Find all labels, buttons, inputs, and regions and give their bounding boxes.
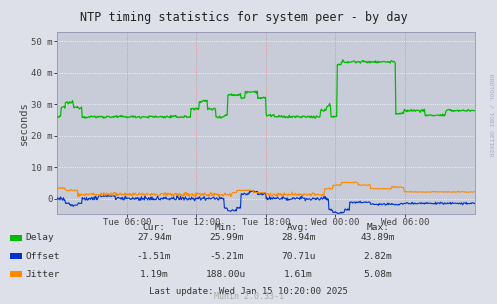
Text: NTP timing statistics for system peer - by day: NTP timing statistics for system peer - … bbox=[80, 11, 408, 24]
Text: Last update: Wed Jan 15 10:20:00 2025: Last update: Wed Jan 15 10:20:00 2025 bbox=[149, 287, 348, 296]
Text: Cur:: Cur: bbox=[143, 223, 166, 233]
Text: 25.99m: 25.99m bbox=[209, 233, 244, 242]
Text: 2.82m: 2.82m bbox=[363, 251, 392, 261]
Text: 1.61m: 1.61m bbox=[284, 270, 313, 279]
Text: 1.19m: 1.19m bbox=[140, 270, 168, 279]
Text: -5.21m: -5.21m bbox=[209, 251, 244, 261]
Text: Offset: Offset bbox=[25, 251, 60, 261]
Text: 28.94m: 28.94m bbox=[281, 233, 316, 242]
Y-axis label: seconds: seconds bbox=[19, 101, 29, 145]
Text: Avg:: Avg: bbox=[287, 223, 310, 233]
Text: 188.00u: 188.00u bbox=[206, 270, 246, 279]
Text: Munin 2.0.33-1: Munin 2.0.33-1 bbox=[214, 292, 283, 301]
Text: Delay: Delay bbox=[25, 233, 54, 242]
Text: Jitter: Jitter bbox=[25, 270, 60, 279]
Text: 5.08m: 5.08m bbox=[363, 270, 392, 279]
Text: -1.51m: -1.51m bbox=[137, 251, 171, 261]
Text: Min:: Min: bbox=[215, 223, 238, 233]
Text: 27.94m: 27.94m bbox=[137, 233, 171, 242]
Text: 43.89m: 43.89m bbox=[360, 233, 395, 242]
Text: 70.71u: 70.71u bbox=[281, 251, 316, 261]
Text: RRDTOOL / TOBI OETIKER: RRDTOOL / TOBI OETIKER bbox=[488, 74, 493, 157]
Text: Max:: Max: bbox=[366, 223, 389, 233]
